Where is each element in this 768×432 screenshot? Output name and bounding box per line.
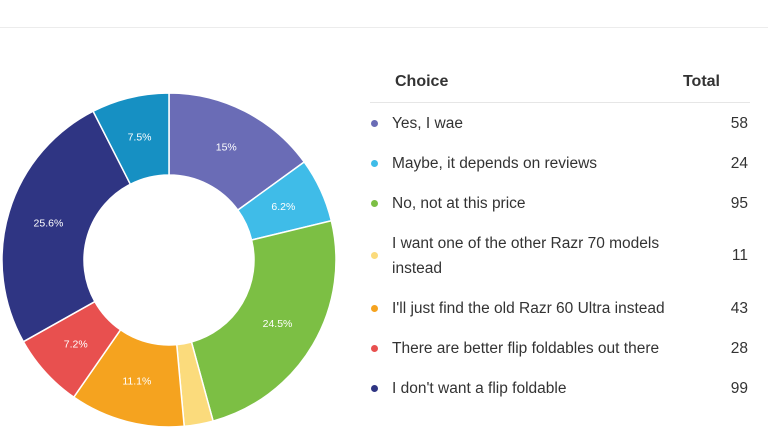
table-row: I'll just find the old Razr 60 Ultra ins… [370,288,750,328]
donut-slice [1,110,132,343]
header-total: Total [682,73,720,90]
total-text: 95 [730,194,748,212]
legend-dot [371,119,378,127]
choice-text: Maybe, it depends on reviews [392,154,598,172]
table-row: I want one of the other Razr 70 models i… [370,223,750,288]
header-choice: Choice [395,73,449,90]
choice-text: Yes, I wae [392,114,463,132]
slice-label: 7.2% [64,339,88,351]
total-text: 58 [730,114,748,132]
total-text: 24 [730,154,748,172]
donut-chart: 15% 6.2% 24.5% 11.1% 7.2% 25.6% 7.5% [1,92,337,428]
legend-dot [371,252,378,259]
table-body: Yes, I wae 58 Maybe, it depends on reviews… [370,103,750,408]
total-text: 28 [730,339,748,357]
table-row: I don't want a flip foldable 99 [370,368,750,408]
choice-text: I want one of the other Razr 70 models i… [392,234,660,277]
table-row: No, not at this price 95 [370,183,750,223]
choice-text: There are better flip foldables out ther… [392,339,660,357]
table-row: Yes, I wae 58 [370,103,750,143]
legend-dot [371,384,378,392]
slice-label: 11.1% [122,376,151,388]
choice-text: I don't want a flip foldable [392,379,567,397]
slice-label: 7.5% [128,131,152,143]
total-text: 99 [730,379,748,397]
poll-table: Choice Total Yes, I wae 58 Maybe, it depen… [370,62,750,408]
table-header: Choice Total [370,62,750,103]
legend-dot [371,344,378,352]
legend-dot [371,199,378,207]
slice-label: 6.2% [271,201,295,213]
table-row: Maybe, it depends on reviews 24 [370,143,750,183]
donut-slice [190,219,337,422]
slice-label: 24.5% [263,318,293,330]
table-row: There are better flip foldables out ther… [370,328,750,368]
slice-label: 15% [216,142,237,154]
donut-slice [92,92,170,186]
total-text: 11 [731,247,748,264]
total-text: 43 [730,299,748,317]
slice-label: 25.6% [34,217,64,229]
choice-text: No, not at this price [392,194,526,212]
legend-dot [371,304,378,312]
divider [0,27,768,28]
choice-text: I'll just find the old Razr 60 Ultra ins… [392,299,665,317]
legend-dot [371,159,378,167]
